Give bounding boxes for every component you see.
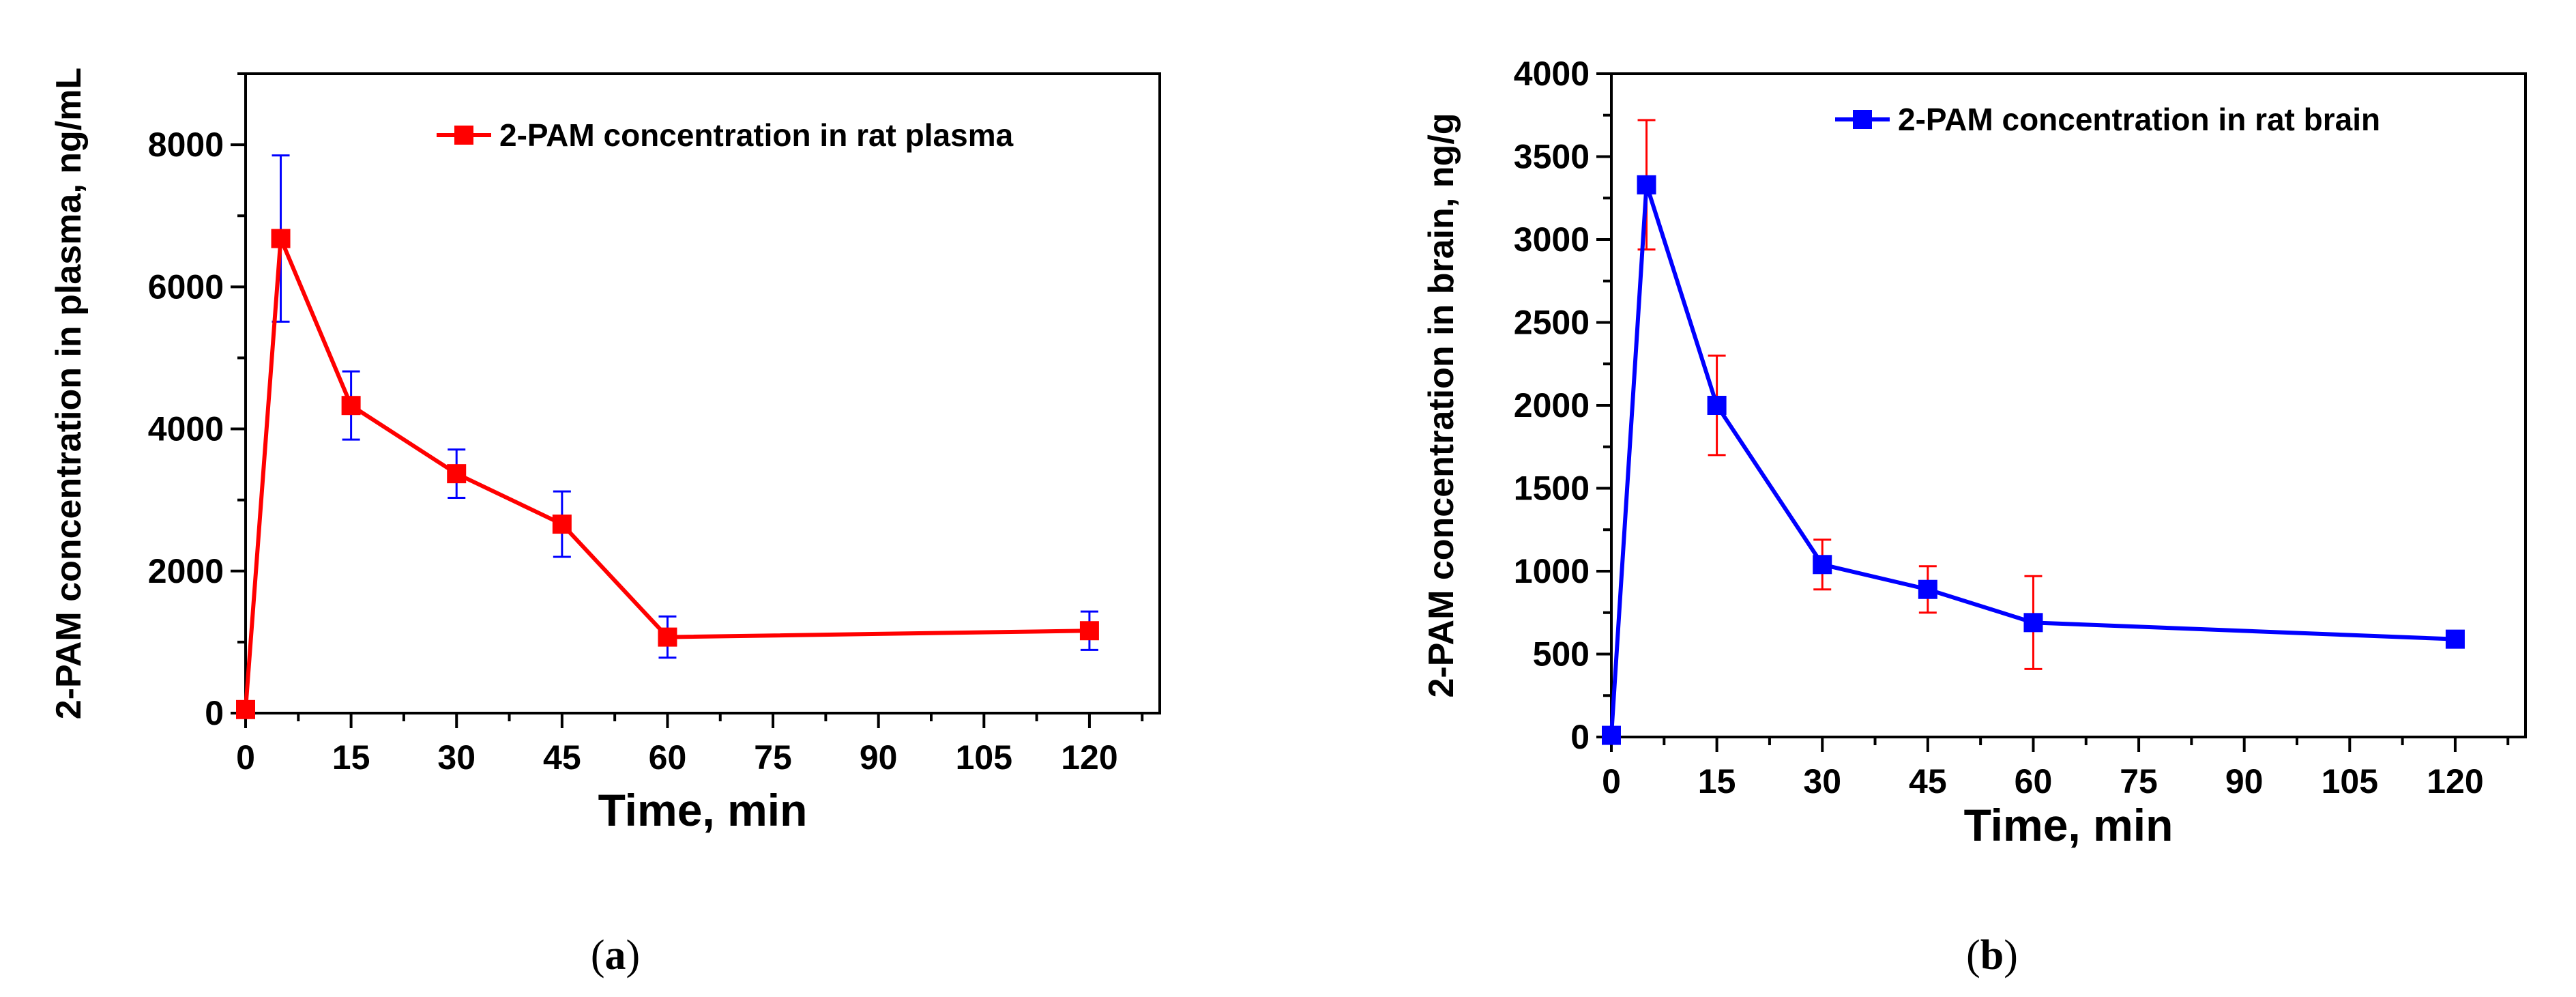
x-tick-label: 30 <box>1803 762 1841 800</box>
panel-letter-a: a <box>605 932 626 979</box>
panel-letter-b: b <box>1980 932 2004 979</box>
data-point <box>1602 725 1621 745</box>
chart-panel-b: 0 15 30 45 60 75 90 105 120 0 500 1000 1500 2000 2500 3… <box>1422 55 2527 850</box>
x-tick-label: 90 <box>860 738 898 777</box>
legend-label: 2-PAM concentration in rat brain <box>1898 102 2380 137</box>
x-tick-label: 105 <box>2322 762 2378 800</box>
legend-marker <box>1853 110 1872 129</box>
y-tick-label: 0 <box>1570 718 1590 756</box>
y-tick-label: 2000 <box>148 552 224 590</box>
x-tick-label: 0 <box>236 738 255 777</box>
y-tick-label: 3000 <box>1514 220 1590 259</box>
y-tick-label: 0 <box>205 694 224 732</box>
y-tick-label: 2500 <box>1514 304 1590 342</box>
x-tick-label: 45 <box>1909 762 1947 800</box>
y-tick-label: 1000 <box>1514 552 1590 590</box>
y-tick-label: 1500 <box>1514 469 1590 508</box>
x-tick-label: 90 <box>2225 762 2264 800</box>
x-tick-label: 120 <box>1061 738 1117 777</box>
data-point <box>1918 579 1937 599</box>
x-tick-label: 0 <box>1602 762 1621 800</box>
y-axis-title: 2-PAM concentration in plasma, ng/mL <box>49 68 89 719</box>
x-axis-title: Time, min <box>1964 800 2174 850</box>
plot-frame <box>244 72 1161 714</box>
x-tick-label: 75 <box>754 738 792 777</box>
legend-marker <box>454 126 473 145</box>
y-tick-label: 6000 <box>148 268 224 306</box>
y-tick-label: 4000 <box>1514 55 1590 93</box>
x-tick-label: 60 <box>2015 762 2053 800</box>
y-tick-label: 3500 <box>1514 138 1590 176</box>
data-point <box>2023 613 2043 633</box>
y-axis-title: 2-PAM concentration in brain, ng/g <box>1422 113 1461 697</box>
x-tick-label: 45 <box>543 738 581 777</box>
data-point <box>447 464 467 484</box>
x-tick-label: 120 <box>2427 762 2483 800</box>
x-tick-label: 15 <box>332 738 370 777</box>
y-tick-label: 4000 <box>148 410 224 448</box>
y-tick-label: 8000 <box>148 126 224 164</box>
legend-label: 2-PAM concentration in rat plasma <box>499 117 1014 153</box>
data-point <box>1637 175 1656 194</box>
data-point <box>236 699 255 719</box>
x-tick-label: 30 <box>437 738 475 777</box>
data-point <box>341 396 361 416</box>
data-point <box>271 229 291 248</box>
x-tick-label: 75 <box>2120 762 2158 800</box>
y-tick-label: 500 <box>1533 635 1590 674</box>
x-axis-title: Time, min <box>598 785 808 835</box>
data-point <box>2445 629 2465 649</box>
panel-label-b: (b) <box>1966 932 2018 979</box>
y-tick-label: 2000 <box>1514 386 1590 424</box>
panel-label-a: (a) <box>591 932 640 979</box>
x-tick-label: 15 <box>1698 762 1736 800</box>
data-point <box>658 627 677 647</box>
data-point <box>1813 555 1832 575</box>
data-point <box>1707 396 1727 415</box>
data-point <box>1079 621 1099 641</box>
chart-panel-a: 0 15 30 45 60 75 90 105 120 0 2000 4000 6000 8000 Time… <box>49 68 1161 835</box>
x-tick-label: 60 <box>649 738 687 777</box>
x-tick-label: 105 <box>956 738 1012 777</box>
data-point <box>552 515 572 534</box>
